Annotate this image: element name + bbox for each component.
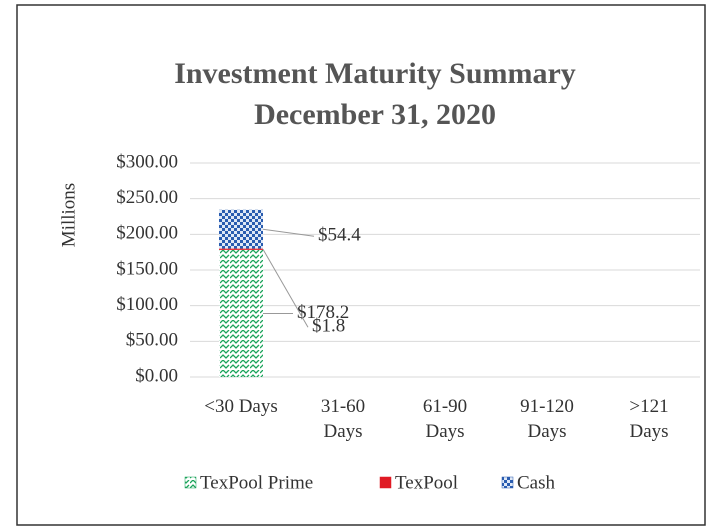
- y-tick-label: $100.00: [116, 294, 178, 315]
- leader-line: [262, 228, 315, 237]
- y-tick-label: $250.00: [116, 187, 178, 208]
- y-tick-label: $50.00: [126, 330, 178, 351]
- x-tick-label: <30 Days: [204, 396, 278, 417]
- data-label: $54.4: [318, 225, 361, 246]
- x-tick-label: 31-60 Days: [320, 396, 366, 442]
- x-tick-label: 61-90 Days: [422, 396, 468, 442]
- legend-label: Cash: [517, 472, 556, 493]
- bar-segment: [219, 248, 263, 250]
- y-tick-label: $0.00: [135, 365, 178, 386]
- bar-segment: [219, 209, 263, 249]
- x-tick-label: >121 Days: [629, 396, 669, 442]
- legend-swatch: [379, 476, 392, 489]
- y-tick-label: $200.00: [116, 223, 178, 244]
- legend-label: TexPool Prime: [200, 472, 313, 493]
- chart-subtitle: December 31, 2020: [254, 98, 496, 131]
- legend-label: TexPool: [395, 472, 458, 493]
- data-label: $178.2: [297, 302, 349, 323]
- legend-swatch: [501, 476, 514, 489]
- chart-title: Investment Maturity Summary: [174, 57, 576, 90]
- y-tick-label: $150.00: [116, 258, 178, 279]
- bar-segment: [219, 249, 263, 377]
- legend-swatch: [184, 476, 197, 489]
- frame: [16, 4, 706, 526]
- leader-line: [262, 248, 309, 328]
- y-tick-label: $300.00: [116, 151, 178, 172]
- data-label: $1.8: [312, 316, 345, 337]
- y-axis-label: Millions: [58, 183, 79, 247]
- x-tick-label: 91-120 Days: [520, 396, 574, 442]
